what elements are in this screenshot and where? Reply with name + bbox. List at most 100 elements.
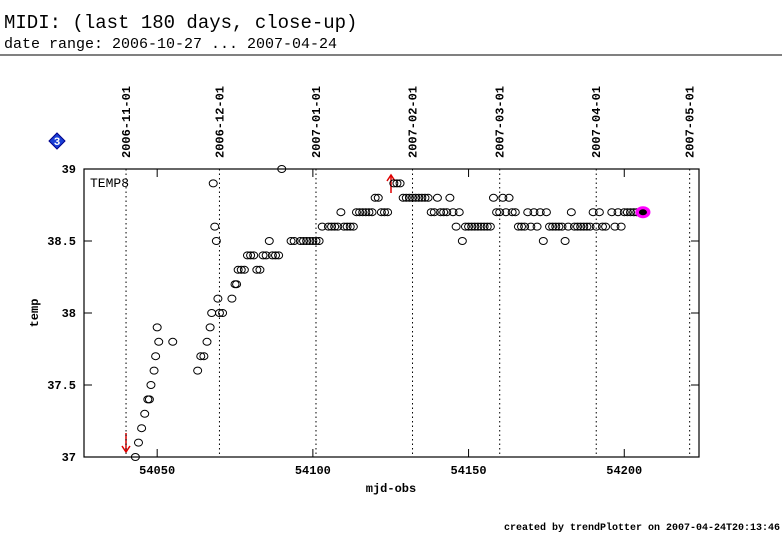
point xyxy=(498,193,508,202)
point xyxy=(579,222,589,231)
point xyxy=(336,208,346,217)
point xyxy=(355,208,365,217)
point xyxy=(193,366,203,375)
point xyxy=(429,208,439,217)
point xyxy=(286,237,296,245)
date-label: 2007-04-01 xyxy=(590,86,604,158)
point xyxy=(277,165,287,173)
point xyxy=(510,208,520,217)
point xyxy=(236,265,246,274)
point xyxy=(295,237,305,245)
point xyxy=(196,352,206,361)
point xyxy=(389,179,399,188)
point xyxy=(520,222,530,231)
point xyxy=(582,222,592,231)
point xyxy=(379,208,389,217)
point xyxy=(442,208,452,217)
point xyxy=(504,193,514,202)
x-tick-label: 54050 xyxy=(139,464,175,478)
point xyxy=(252,265,262,274)
point xyxy=(414,193,424,202)
footer: created by trendPlotter on 2007-04-24T20… xyxy=(504,522,780,534)
point xyxy=(445,193,455,202)
y-tick-label: 38.5 xyxy=(47,235,76,249)
point xyxy=(532,222,542,231)
out-of-range-markers xyxy=(121,173,396,454)
point xyxy=(373,193,383,202)
point xyxy=(436,208,446,217)
point xyxy=(426,208,436,217)
point xyxy=(501,208,511,217)
point xyxy=(140,409,150,418)
y-tick-label: 37 xyxy=(62,451,76,465)
date-label: 2007-03-01 xyxy=(494,86,508,158)
point xyxy=(308,237,318,245)
y-axis-label: temp xyxy=(28,299,42,328)
point xyxy=(482,222,492,231)
point xyxy=(517,222,527,231)
y-tick-label: 38 xyxy=(62,307,76,321)
point xyxy=(492,208,502,217)
badge: 3 xyxy=(48,132,66,150)
point xyxy=(267,251,277,260)
point xyxy=(199,352,209,361)
point xyxy=(351,208,361,217)
point xyxy=(202,337,212,346)
point xyxy=(261,251,271,260)
point xyxy=(149,366,159,375)
point xyxy=(610,222,620,231)
point xyxy=(535,208,545,217)
panel-label: TEMP8 xyxy=(90,176,129,191)
point xyxy=(420,193,430,202)
point xyxy=(333,222,343,231)
point xyxy=(210,222,220,231)
point xyxy=(548,222,558,231)
point xyxy=(557,222,567,231)
x-axis-label: mjd-obs xyxy=(366,482,416,496)
point xyxy=(137,424,147,433)
point xyxy=(323,222,333,231)
point xyxy=(408,193,418,202)
point xyxy=(398,193,408,202)
point xyxy=(314,237,324,245)
point xyxy=(168,337,178,346)
point xyxy=(330,222,340,231)
x-tick-label: 54100 xyxy=(295,464,331,478)
point xyxy=(404,193,414,202)
point xyxy=(619,208,629,217)
point xyxy=(411,193,421,202)
point xyxy=(607,208,617,217)
point xyxy=(488,193,498,202)
point xyxy=(588,208,598,217)
point xyxy=(130,453,140,461)
date-label: 2007-02-01 xyxy=(407,86,421,158)
point xyxy=(305,237,315,245)
point xyxy=(213,294,223,303)
point xyxy=(232,280,242,289)
point xyxy=(345,222,355,231)
point xyxy=(205,323,215,332)
point xyxy=(239,265,249,274)
point xyxy=(625,208,635,217)
point xyxy=(464,222,474,231)
point xyxy=(417,193,427,202)
point xyxy=(585,222,595,231)
point xyxy=(479,222,489,231)
point xyxy=(370,193,380,202)
x-tick-label: 54200 xyxy=(606,464,642,478)
point xyxy=(576,222,586,231)
point xyxy=(451,222,461,231)
below-range-arrow-head xyxy=(121,445,131,454)
point xyxy=(439,208,449,217)
point xyxy=(249,251,259,260)
point xyxy=(473,222,483,231)
point xyxy=(513,222,523,231)
point xyxy=(616,222,626,231)
point xyxy=(423,193,433,202)
point xyxy=(154,337,164,346)
point xyxy=(563,222,573,231)
point xyxy=(211,237,221,245)
point xyxy=(569,222,579,231)
point xyxy=(470,222,480,231)
